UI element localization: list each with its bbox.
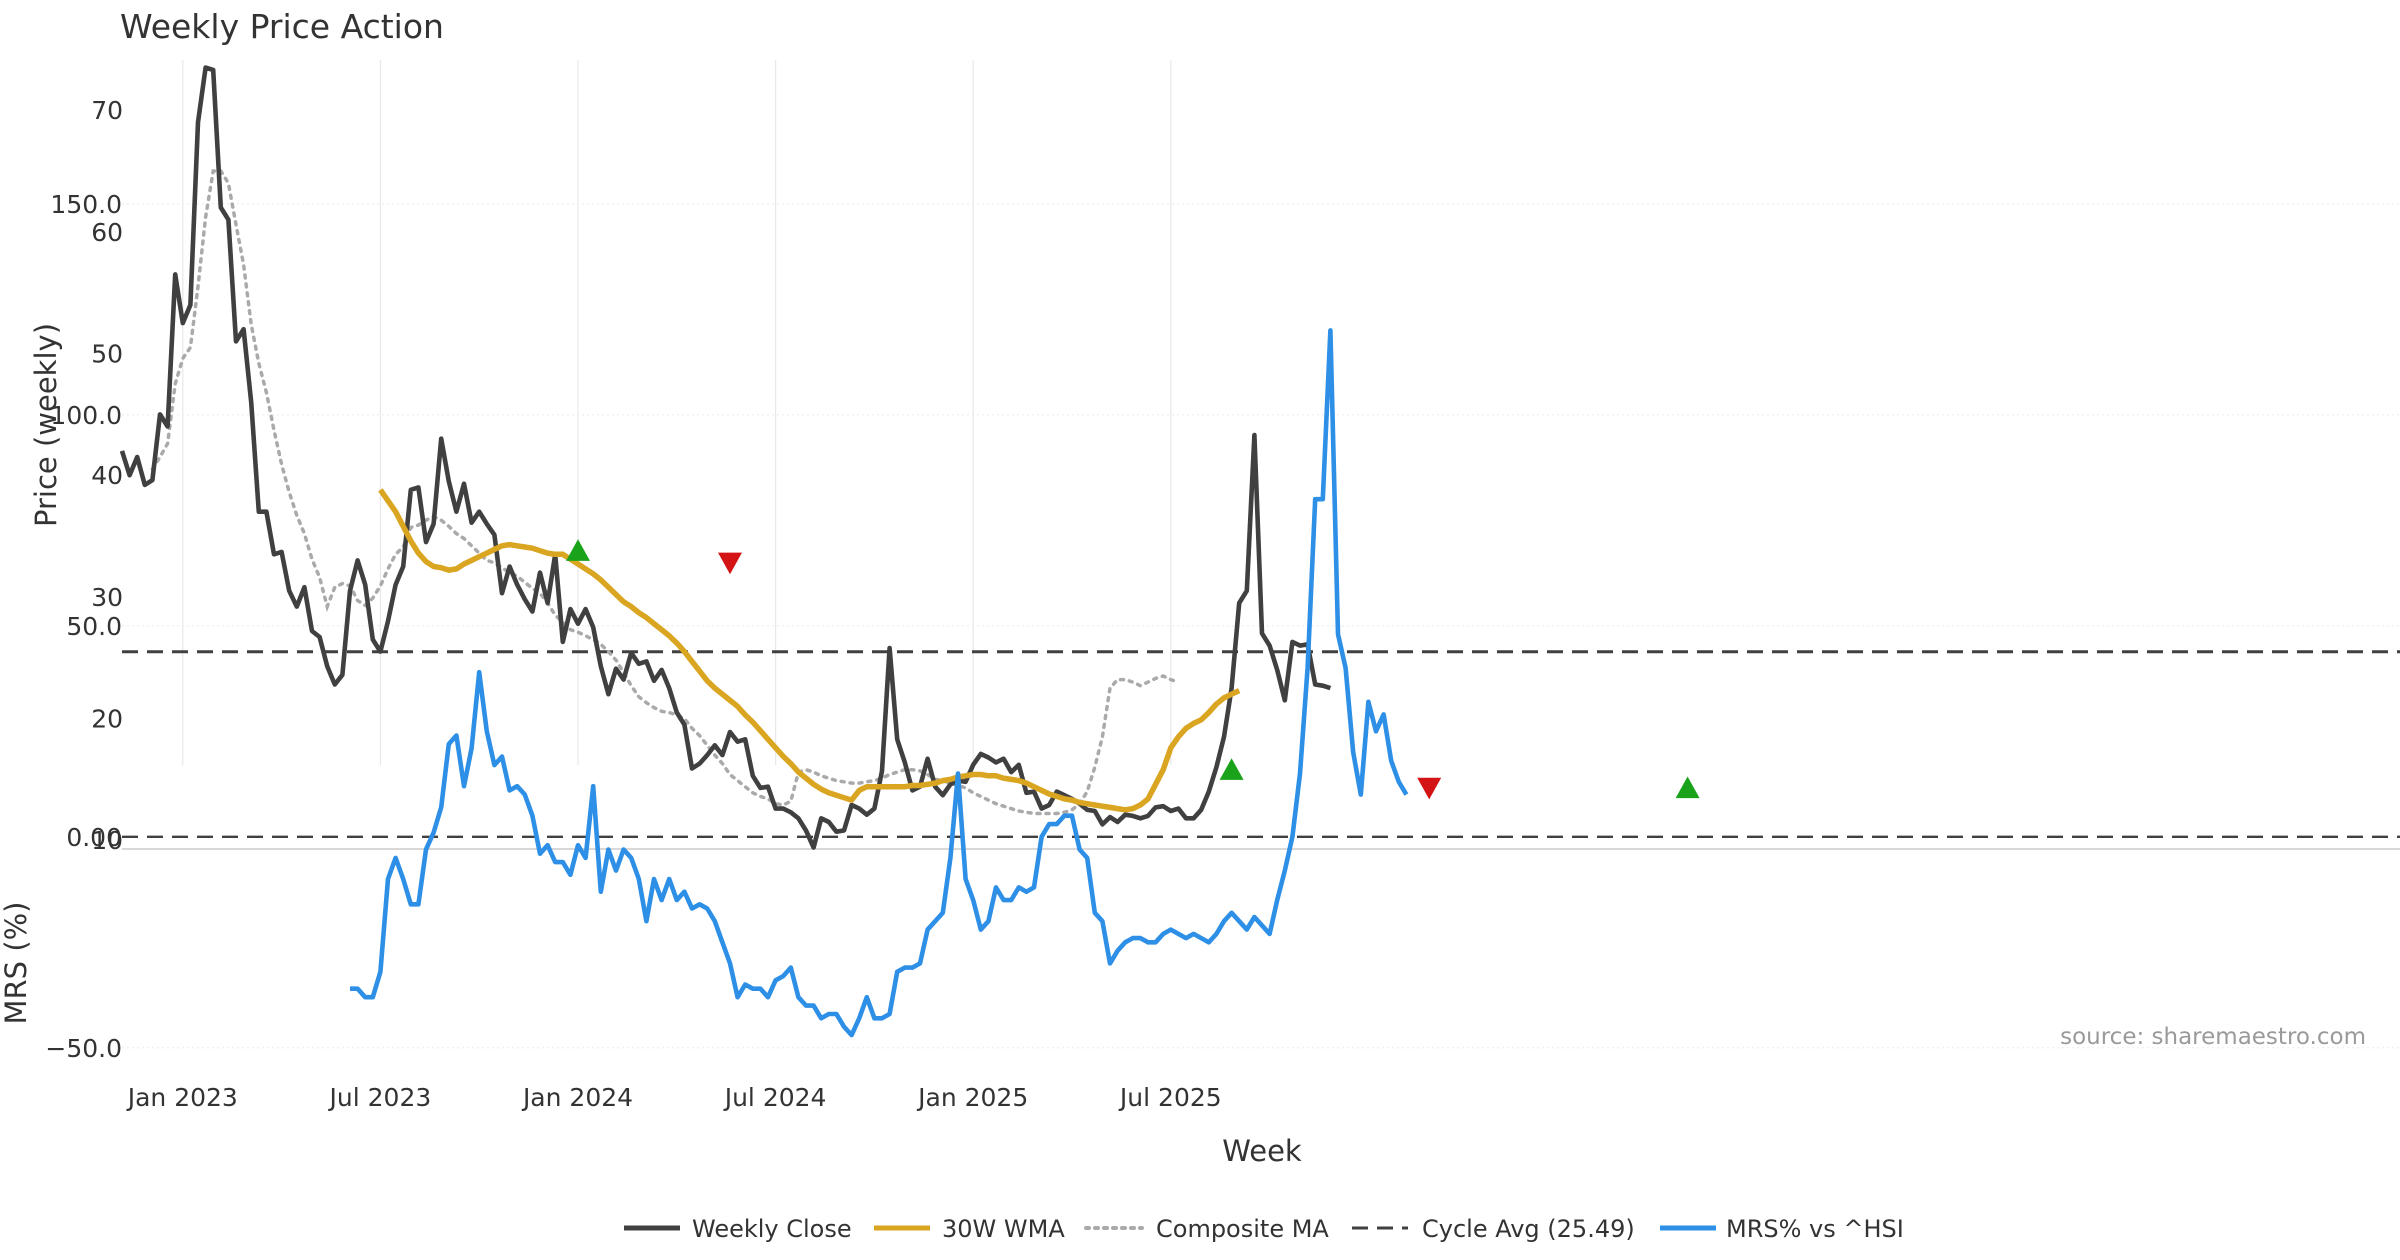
sell-signal-marker-1	[718, 552, 742, 575]
mrs-yticks: −50.0 0.00 50.0 100.0 150.0	[45, 190, 122, 1063]
mrs-grid	[122, 203, 2400, 1049]
legend-label-30w-wma: 30W WMA	[942, 1215, 1065, 1243]
price-yticks: 10 20 30 40 50 60 70	[91, 96, 123, 855]
x-axis-label: Week	[1222, 1134, 1302, 1168]
buy-signal-marker-4	[1675, 776, 1700, 799]
xtick-5: Jul 2025	[1118, 1083, 1222, 1112]
mrs-ytick-4: 150.0	[50, 190, 122, 219]
buy-signal-marker-0	[566, 539, 590, 561]
xtick-3: Jul 2024	[723, 1083, 827, 1112]
legend-label-composite-ma: Composite MA	[1156, 1215, 1329, 1243]
signal-markers	[566, 539, 1700, 800]
sell-signal-marker-3	[1417, 777, 1442, 800]
x-ticks: Jan 2023 Jul 2023 Jan 2024 Jul 2024 Jan 2025…	[126, 1083, 1222, 1112]
chart-title: Weekly Price Action	[120, 7, 444, 46]
mrs-ytick-2: 50.0	[66, 612, 122, 641]
price-ytick-40: 40	[91, 461, 123, 490]
price-ytick-10: 10	[91, 826, 123, 855]
legend: Weekly Close 30W WMA Composite MA Cycle …	[624, 1215, 1904, 1243]
legend-label-weekly-close: Weekly Close	[692, 1215, 852, 1243]
mrs-line	[350, 328, 1409, 1038]
composite-ma-line	[150, 169, 1181, 816]
price-ytick-60: 60	[91, 218, 123, 247]
source-credit: source: sharemaestro.com	[2060, 1024, 2366, 1050]
xtick-4: Jan 2025	[916, 1083, 1028, 1112]
legend-label-mrs: MRS% vs ^HSI	[1726, 1215, 1904, 1243]
price-ytick-30: 30	[91, 583, 123, 612]
buy-signal-marker-2	[1219, 758, 1244, 780]
wma-30w-line	[378, 488, 1241, 813]
price-ytick-20: 20	[91, 705, 123, 734]
price-series	[119, 65, 2400, 850]
mrs-y-label: MRS (%)	[0, 902, 33, 1025]
mrs-ytick-1: 0.00	[66, 823, 122, 852]
xtick-1: Jul 2023	[328, 1083, 432, 1112]
xtick-2: Jan 2024	[521, 1083, 633, 1112]
price-grid	[182, 60, 1172, 765]
mrs-ytick-3: 100.0	[50, 401, 122, 430]
legend-label-cycle-avg: Cycle Avg (25.49)	[1422, 1215, 1635, 1243]
mrs-ytick-0: −50.0	[45, 1034, 122, 1063]
price-ytick-70: 70	[91, 96, 123, 125]
price-ytick-50: 50	[91, 340, 123, 369]
xtick-0: Jan 2023	[126, 1083, 238, 1112]
weekly-close-line	[119, 65, 1332, 850]
mrs-series	[350, 328, 1409, 1038]
price-y-label: Price (weekly)	[29, 323, 63, 527]
